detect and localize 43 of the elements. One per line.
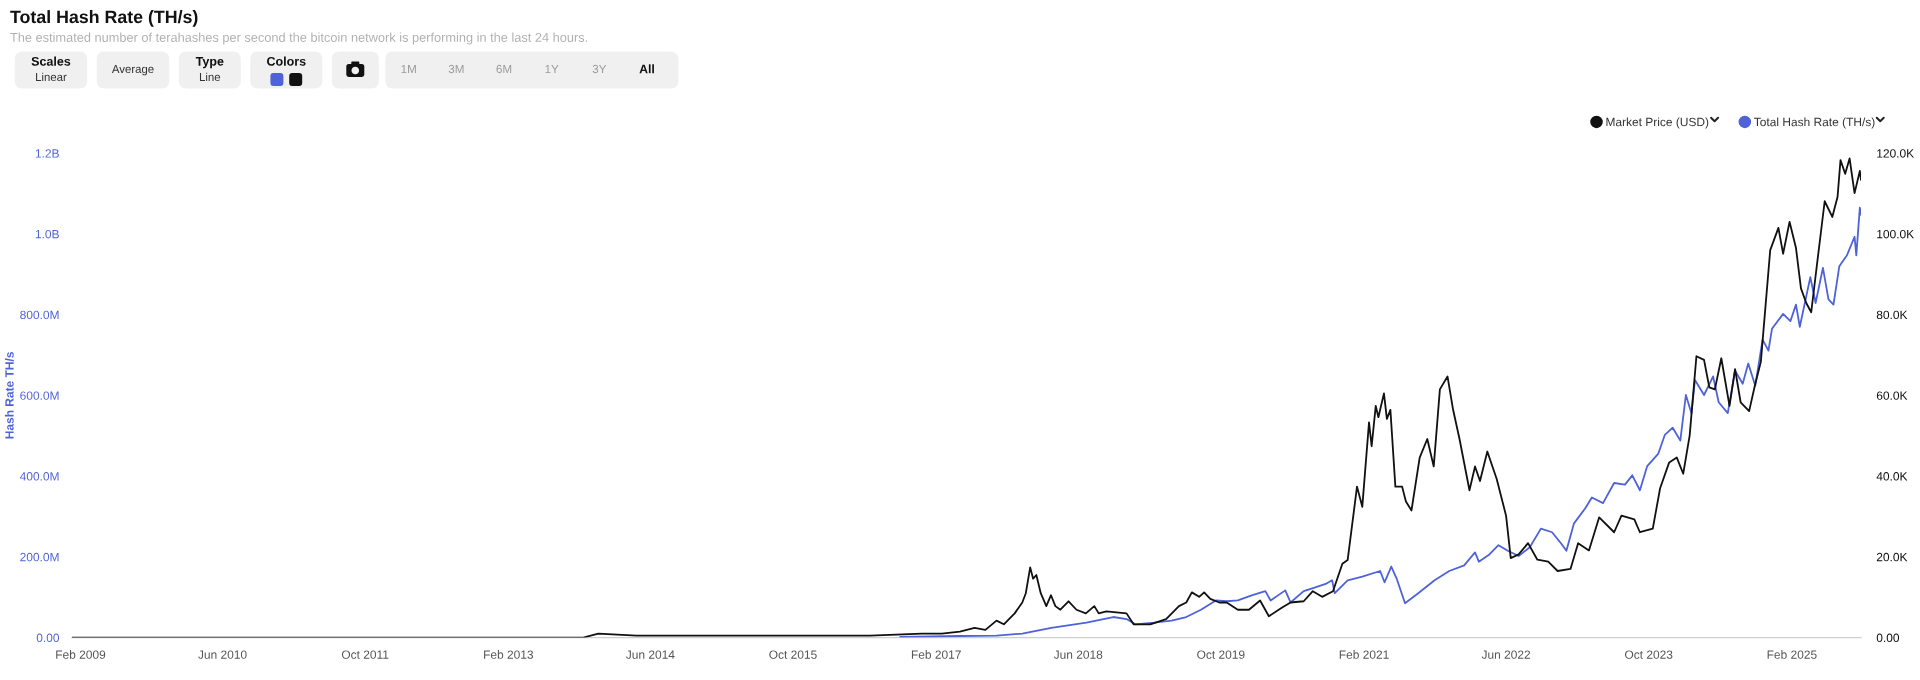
text: 3Y	[592, 64, 607, 74]
text: 1Y	[545, 64, 559, 74]
y-tick-label: 1.2B	[35, 149, 59, 158]
text: 6M	[496, 64, 512, 74]
y-tick-label: 200.0M	[20, 552, 59, 562]
x-tick-label: Jun 2010	[198, 650, 247, 659]
x-tick-label: Oct 2011	[341, 650, 389, 659]
line-series	[899, 206, 1861, 638]
x-tick-label: Feb 2021	[1339, 650, 1389, 659]
y2-tick-label: 80.0K	[1876, 310, 1908, 320]
text: 1M	[401, 64, 416, 74]
text: Colors	[267, 56, 306, 66]
y2-tick-label: 40.0K	[1876, 472, 1908, 481]
x-tick-label: Feb 2013	[484, 650, 534, 659]
text: All	[639, 64, 654, 74]
x-tick-label: Jun 2014	[625, 650, 675, 659]
x-tick-label: Jun 2018	[1053, 650, 1103, 659]
x-tick-label: Feb 2017	[911, 650, 961, 659]
x-tick-label: Feb 2009	[56, 650, 106, 659]
chart-title: Total Hash Rate (TH/s)	[10, 10, 198, 27]
y2-tick-label: 120.0K	[1877, 149, 1914, 158]
legend-label: Market Price (USD)	[1606, 117, 1709, 129]
y2-tick-label: 100.0K	[1877, 229, 1914, 239]
x-tick-label: Oct 2023	[1625, 650, 1673, 659]
y-tick-label: 0.00	[36, 633, 60, 643]
y2-tick-label: 0.00	[1876, 633, 1900, 643]
x-tick-label: Oct 2019	[1197, 650, 1245, 659]
x-tick-label: Oct 2015	[769, 650, 817, 659]
legend-label: Total Hash Rate (TH/s)	[1754, 117, 1875, 129]
text: Average	[111, 65, 154, 76]
y2-tick-label: 20.0K	[1876, 552, 1908, 562]
text: Type Line	[195, 57, 224, 82]
x-tick-label: Jun 2022	[1481, 650, 1531, 659]
text: Scales Linear	[31, 56, 71, 82]
y2-tick-label: 60.0K	[1876, 391, 1908, 400]
y-tick-label: 400.0M	[19, 472, 59, 481]
text: 3M	[448, 64, 464, 74]
y-tick-label: 1.0B	[35, 229, 59, 239]
chart-subtitle: The estimated number of terahashes per second the bitcoin network is performing in the last 24 hours.	[10, 32, 587, 45]
y-tick-label: 800.0M	[20, 310, 59, 320]
x-tick-label: Feb 2025	[1767, 650, 1817, 659]
y-tick-label: 600.0M	[20, 391, 59, 400]
y-axis-title: Hash Rate TH/s	[4, 352, 14, 439]
